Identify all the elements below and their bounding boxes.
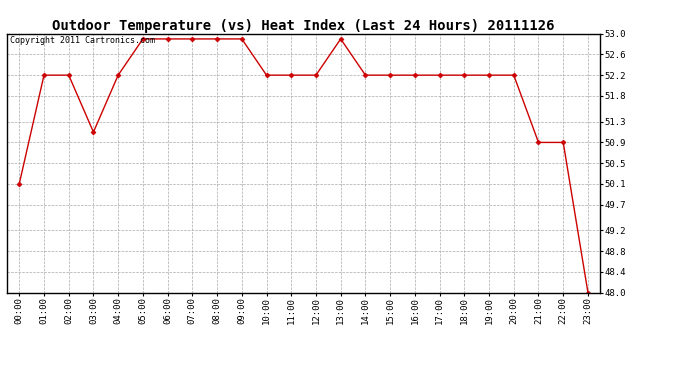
Text: Copyright 2011 Cartronics.com: Copyright 2011 Cartronics.com — [10, 36, 155, 45]
Title: Outdoor Temperature (vs) Heat Index (Last 24 Hours) 20111126: Outdoor Temperature (vs) Heat Index (Las… — [52, 19, 555, 33]
